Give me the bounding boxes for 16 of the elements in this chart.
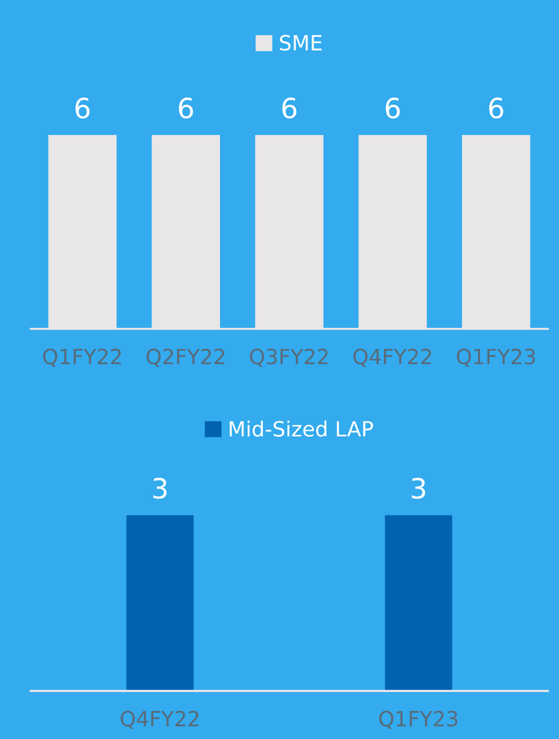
data-label: 3 [412,478,426,499]
x-tick-label: Q4FY22 [120,710,198,729]
legend-label: SME [280,34,322,51]
x-tick-label: Q1FY23 [456,348,535,367]
data-label: 6 [489,98,504,119]
x-tick-label: Q3FY22 [250,348,328,367]
data-label: 6 [178,98,193,119]
x-tick-label: Q4FY22 [353,348,432,367]
legend-label: Mid-Sized LAP [230,420,374,437]
data-label: 6 [282,98,296,119]
data-label: 6 [76,98,90,119]
x-tick-label: Q1FY22 [43,348,121,367]
x-tick-label: Q1FY23 [379,710,458,729]
data-label: 6 [386,98,400,119]
x-tick-label: Q2FY22 [146,348,224,367]
data-label: 3 [153,478,167,499]
